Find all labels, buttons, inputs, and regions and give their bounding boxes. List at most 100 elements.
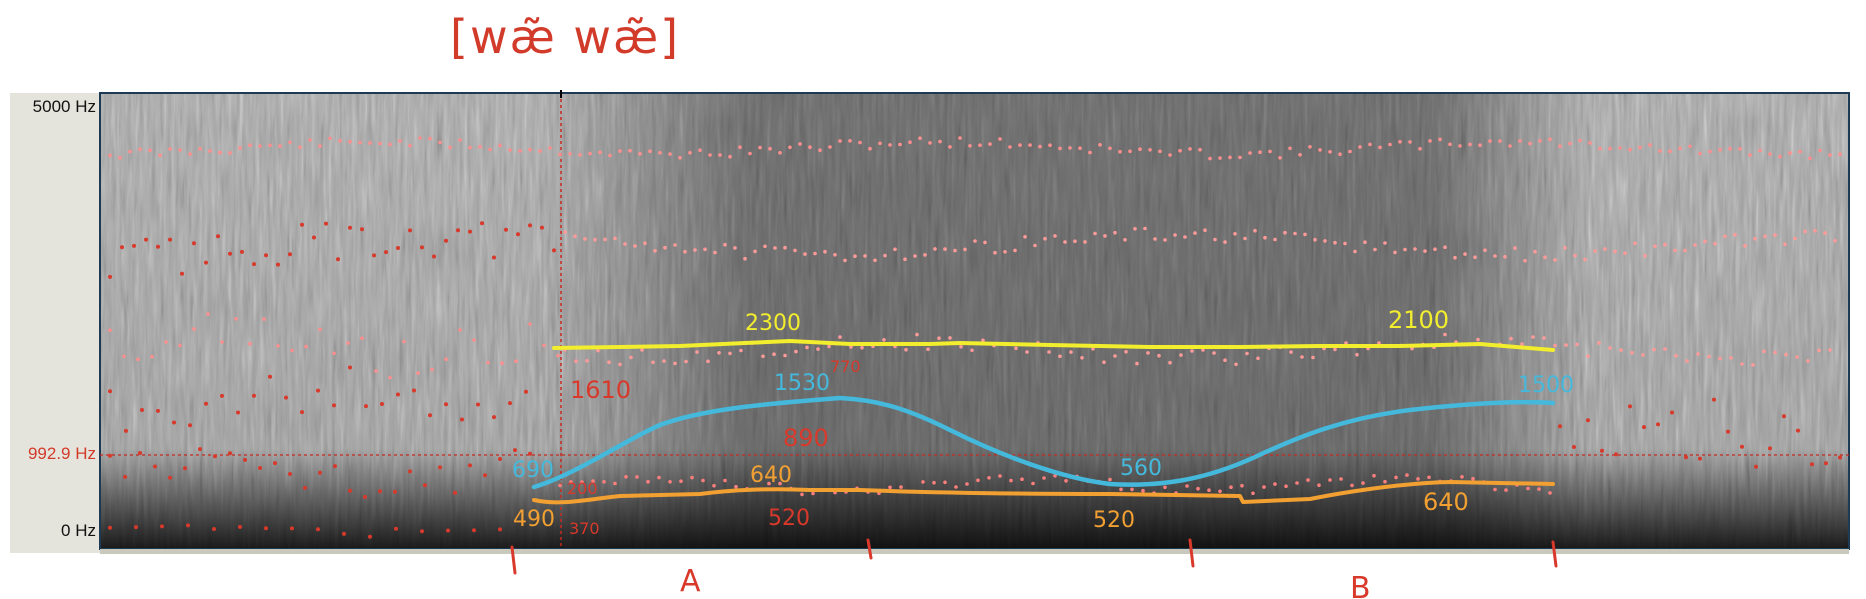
formant-dot	[268, 143, 272, 148]
formant-dot	[1108, 146, 1112, 151]
formant-dot	[580, 480, 584, 484]
formant-dot	[468, 145, 472, 150]
formant-dot	[1377, 341, 1381, 345]
formant-dot	[983, 240, 987, 245]
formant-dot	[651, 360, 655, 365]
formant-dot	[248, 143, 252, 147]
formant-dot	[188, 423, 192, 428]
formant-dot	[926, 347, 930, 352]
formant-dot	[508, 148, 512, 152]
formant-dot	[868, 146, 872, 151]
formant-dot	[1378, 145, 1382, 150]
formant-dot	[1344, 341, 1348, 345]
formant-dot	[1248, 151, 1252, 155]
formant-dot	[811, 491, 815, 496]
formant-dot	[1638, 145, 1642, 150]
formant-dot	[1361, 481, 1365, 485]
formant-dot	[278, 144, 282, 148]
formant-dot	[913, 254, 917, 258]
formant-dot	[1729, 356, 1733, 360]
formant-dot	[1020, 477, 1024, 482]
formant-dot	[428, 413, 432, 418]
formant-dot	[1238, 155, 1242, 160]
formant-dot	[1068, 146, 1072, 150]
formant-dot	[1318, 148, 1322, 152]
formant-dot	[1143, 226, 1147, 231]
formant-dot	[1628, 404, 1632, 409]
formant-dot	[588, 151, 592, 156]
formant-dot	[1543, 255, 1547, 260]
formant-dot	[848, 139, 852, 143]
formant-dot	[1823, 231, 1827, 235]
formant-dot	[108, 389, 112, 394]
formant-dot	[763, 244, 767, 249]
formant-dot	[948, 145, 952, 149]
formant-dot	[430, 367, 434, 372]
formant-dot	[1548, 137, 1552, 142]
formant-dot	[318, 144, 322, 148]
formant-dot	[1707, 354, 1711, 359]
formant-dot	[290, 348, 294, 353]
formant-dot	[1670, 410, 1674, 415]
red-label-370: 370	[569, 519, 600, 538]
formant-dot	[1443, 332, 1447, 337]
formant-dot	[204, 260, 208, 265]
formant-dot	[976, 478, 980, 483]
formant-dot	[823, 249, 827, 254]
formant-dot	[1339, 477, 1343, 481]
formant-dot	[943, 480, 947, 485]
formant-dot	[970, 348, 974, 353]
formant-dot	[1588, 141, 1592, 145]
formant-dot	[453, 490, 457, 495]
formant-dot	[1025, 350, 1029, 354]
formant-dot	[1355, 352, 1359, 357]
formant-dot	[578, 153, 582, 157]
formant-dot	[753, 249, 757, 254]
formant-dot	[284, 395, 288, 400]
formant-dot	[388, 142, 392, 147]
formant-dot	[136, 357, 140, 362]
formant-dot	[420, 529, 424, 534]
formant-dot	[1553, 258, 1557, 262]
formant-dot	[476, 402, 480, 407]
formant-dot	[640, 348, 644, 352]
formant-dot	[1593, 249, 1597, 253]
formant-dot	[1508, 144, 1512, 148]
formant-dot	[882, 338, 886, 342]
formant-dot	[1758, 148, 1762, 153]
formant-dot	[150, 354, 154, 359]
formant-dot	[1028, 143, 1032, 147]
formant-dot	[668, 480, 672, 484]
formant-dot	[1141, 488, 1145, 493]
formant-dot	[300, 410, 304, 415]
formant-dot	[198, 147, 202, 151]
formant-dot	[1263, 235, 1267, 240]
formant-dot	[1233, 232, 1237, 236]
f2-trace	[531, 395, 1556, 490]
formant-dot	[723, 242, 727, 247]
formant-dot	[558, 152, 562, 157]
formant-dot	[1047, 350, 1051, 354]
formant-dot	[478, 145, 482, 149]
formant-dot	[1178, 148, 1182, 153]
formant-dot	[124, 428, 128, 433]
formant-dot	[1196, 486, 1200, 491]
formant-dot	[1102, 360, 1106, 365]
formant-dot	[1460, 475, 1464, 479]
formant-dot	[1163, 238, 1167, 242]
formant-dot	[838, 335, 842, 339]
formant-dot	[1353, 249, 1357, 254]
formant-dot	[1289, 350, 1293, 354]
formant-dot	[1069, 350, 1073, 354]
formant-dot	[915, 332, 919, 337]
formant-dot	[618, 362, 622, 367]
formant-dot	[1328, 150, 1332, 154]
formant-dot	[1078, 146, 1082, 150]
formant-dot	[1138, 147, 1142, 151]
formant-dot	[1753, 236, 1757, 241]
formant-dot	[1083, 240, 1087, 244]
formant-dot	[888, 485, 892, 490]
formant-dot	[192, 241, 196, 246]
formant-dot	[1509, 336, 1513, 341]
formant-dot	[1578, 138, 1582, 143]
